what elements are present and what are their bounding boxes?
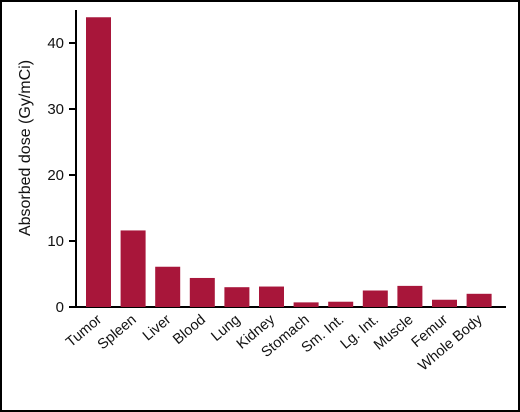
y-tick-label: 10 (47, 233, 64, 250)
x-category-label: Blood (170, 312, 209, 348)
bar-spleen (120, 230, 146, 307)
bar-stomach (293, 302, 319, 307)
bars (86, 17, 492, 307)
y-tick-label: 0 (56, 299, 64, 316)
y-tick-label: 30 (47, 101, 64, 118)
y-ticks: 0 10 20 30 40 (47, 35, 76, 316)
x-category-label: Muscle (371, 312, 416, 354)
bar-lung (224, 287, 250, 307)
x-category-label: Liver (140, 312, 174, 345)
bar-whole-body (466, 293, 492, 307)
y-axis-title: Absorbed dose (Gy/mCi) (17, 60, 34, 236)
bar-femur (432, 299, 457, 307)
y-tick-label: 40 (47, 35, 64, 52)
x-category-label: Spleen (95, 312, 140, 353)
bar-liver (155, 266, 181, 307)
y-tick-label: 20 (47, 167, 64, 184)
bar-sm-int (328, 301, 354, 307)
bar-blood (189, 277, 215, 307)
bar-lg-int (362, 290, 388, 307)
bar-kidney (259, 286, 284, 307)
bar-muscle (397, 285, 423, 307)
bar-tumor (86, 17, 111, 307)
